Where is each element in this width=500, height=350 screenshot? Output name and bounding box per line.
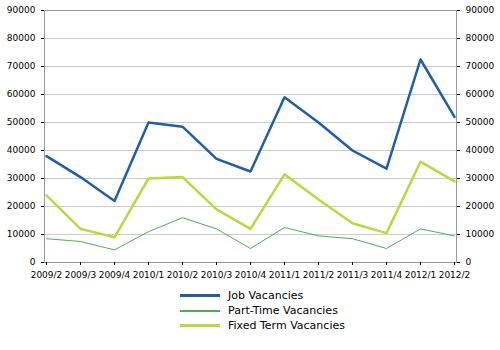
svg-text:50000: 50000 (7, 117, 36, 127)
svg-text:2012/2: 2012/2 (439, 270, 471, 280)
svg-text:40000: 40000 (466, 145, 495, 155)
svg-text:20000: 20000 (7, 201, 36, 211)
html-text:Job Vacancies: Job Vacancies (228, 289, 304, 302)
svg-text:2012/1: 2012/1 (405, 270, 437, 280)
svg-text:2011/3: 2011/3 (337, 270, 369, 280)
svg-text:80000: 80000 (7, 33, 36, 43)
svg-text:10000: 10000 (466, 229, 495, 239)
svg-text:2010/3: 2010/3 (201, 270, 233, 280)
svg-text:2009/4: 2009/4 (99, 270, 131, 280)
svg-text:60000: 60000 (7, 89, 36, 99)
svg-text:20000: 20000 (466, 201, 495, 211)
svg-text:70000: 70000 (7, 61, 36, 71)
svg-text:2011/2: 2011/2 (303, 270, 335, 280)
svg-text:30000: 30000 (7, 173, 36, 183)
svg-text:90000: 90000 (7, 5, 36, 15)
svg-text:90000: 90000 (466, 5, 495, 15)
svg-text:50000: 50000 (466, 117, 495, 127)
svg-text:2010/1: 2010/1 (133, 270, 165, 280)
svg-text:0: 0 (466, 257, 472, 267)
svg-text:2010/4: 2010/4 (235, 270, 267, 280)
svg-text:60000: 60000 (466, 89, 495, 99)
html-text:Part-Time Vacancies: Part-Time Vacancies (228, 304, 338, 317)
svg-text:2009/3: 2009/3 (65, 270, 97, 280)
svg-text:2011/4: 2011/4 (371, 270, 403, 280)
svg-text:70000: 70000 (466, 61, 495, 71)
svg-text:10000: 10000 (7, 229, 36, 239)
svg-text:2009/2: 2009/2 (31, 270, 63, 280)
svg-text:0: 0 (30, 257, 36, 267)
svg-text:2010/2: 2010/2 (167, 270, 199, 280)
svg-text:80000: 80000 (466, 33, 495, 43)
html-text:Fixed Term Vacancies: Fixed Term Vacancies (228, 319, 345, 332)
svg-text:2011/1: 2011/1 (269, 270, 301, 280)
svg-text:40000: 40000 (7, 145, 36, 155)
svg-text:30000: 30000 (466, 173, 495, 183)
